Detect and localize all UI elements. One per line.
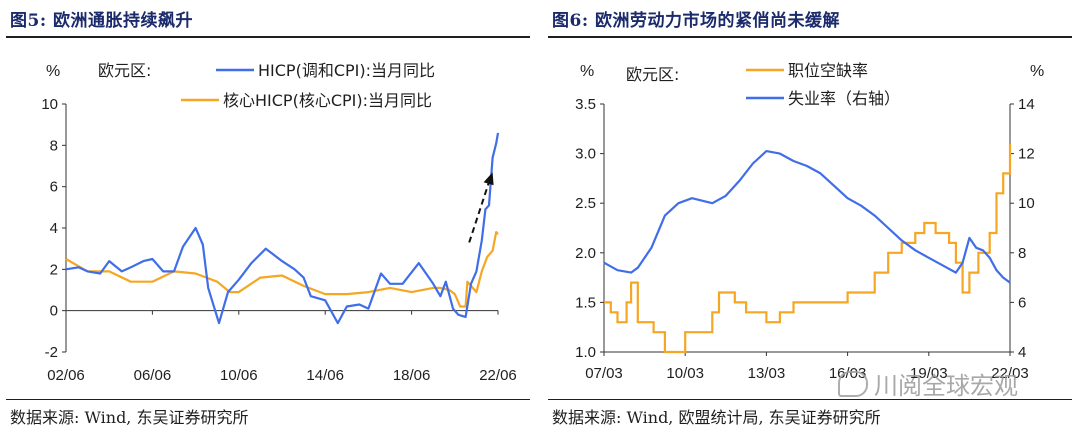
figure-5-chart: % 欧元区: HICP(调和CPI):当月同比 核心HICP(核心CPI):当月… (41, 61, 517, 384)
figure-6-line-vacancy-rate (604, 143, 1012, 354)
figure-5-y-tick-label: -2 (45, 344, 58, 361)
figure-5-y-tick-label: 0 (50, 303, 58, 320)
figure-5-x-tick-label: 10/06 (220, 367, 258, 384)
figure-6-line-unemployment-rate (603, 149, 1011, 284)
figure-5-line-hicp (65, 132, 500, 325)
figure-5-arrow-head (483, 172, 494, 186)
figure-6-x-tick-label: 22/03 (991, 365, 1029, 382)
figure-5-y-tick-label: 2 (50, 261, 58, 278)
figure-5-dashed-arrow (468, 179, 491, 243)
figure-6-x-tick-label: 07/03 (585, 365, 623, 382)
figure-6-y-right-tick-label: 12 (1018, 146, 1035, 163)
figure-5-source: 数据来源: Wind, 东吴证券研究所 (10, 408, 249, 427)
figure-5-line-core-hicp (65, 231, 499, 308)
figure-6-bottom-rule (548, 399, 1072, 400)
figure-5-x-tick-label: 02/06 (47, 367, 85, 384)
figure-6-legend-vacancy: 职位空缺率 (788, 61, 868, 80)
figure-6-y-left-tick-label: 2.5 (575, 195, 596, 212)
figure-6-region-label: 欧元区: (626, 65, 679, 84)
figure-5-y-unit: % (46, 63, 60, 80)
figure-5-x-tick-label: 22/06 (479, 367, 517, 384)
figure-6-x-tick-label: 19/03 (910, 365, 948, 382)
figure-6-chart: % % 欧元区: 职位空缺率 失业率（右轴） 1.0 1.5 2.0 2.5 3.0 3.… (575, 61, 1044, 382)
figure-6-y-left-tick-label: 2.0 (575, 245, 596, 262)
figure-5-panel: 图5: 欧洲通胀持续飙升 % 欧元区: HICP(调和CPI):当月同比 核心H… (6, 0, 534, 440)
figure-5-legend-core: 核心HICP(核心CPI):当月同比 (223, 91, 432, 110)
figure-6-x-tick-label: 13/03 (748, 365, 786, 382)
figure-5-x-tick-label: 14/06 (306, 367, 344, 384)
figure-6-y-right-tick-label: 10 (1018, 195, 1035, 212)
figure-6-x-tick-label: 10/03 (666, 365, 704, 382)
figure-6-top-rule (548, 36, 1072, 38)
figure-5-top-rule (6, 36, 530, 38)
figure-5-x-tick-label: 18/06 (393, 367, 431, 384)
figure-5-y-tick-label: 10 (41, 96, 58, 113)
figure-5-bottom-rule (6, 399, 530, 400)
figure-5-y-tick-label: 4 (50, 220, 58, 237)
figure-6-y-unit-left: % (580, 63, 594, 80)
figure-6-legend-unemployment: 失业率（右轴） (788, 89, 900, 108)
figure-6-y-left-tick-label: 1.0 (575, 344, 596, 361)
figure-5-y-tick-label: 8 (50, 137, 58, 154)
figure-6-y-right-tick-label: 8 (1018, 245, 1026, 262)
figure-6-y-right-tick-label: 6 (1018, 294, 1026, 311)
figure-6-y-left-tick-label: 3.0 (575, 146, 596, 163)
figure-5-region-label: 欧元区: (98, 61, 151, 80)
figure-5-x-tick-label: 06/06 (134, 367, 172, 384)
watermark: 川阅全球宏观 (838, 366, 1018, 401)
figure-6-y-right-tick-label: 14 (1018, 96, 1035, 113)
figure-6-y-right-tick-label: 4 (1018, 344, 1026, 361)
figure-6-y-left-tick-label: 1.5 (575, 294, 596, 311)
figure-6-y-left-tick-label: 3.5 (575, 96, 596, 113)
figure-6-y-unit-right: % (1030, 63, 1044, 80)
wechat-bubble-icon (838, 370, 868, 397)
figure-6-panel: 图6: 欧洲劳动力市场的紧俏尚未缓解 % % 欧元区: 职位空缺率 失业率（右轴… (548, 0, 1076, 440)
figure-5-legend-hicp: HICP(调和CPI):当月同比 (258, 61, 435, 80)
figure-6-title: 图6: 欧洲劳动力市场的紧俏尚未缓解 (552, 11, 841, 31)
figure-5-title: 图5: 欧洲通胀持续飙升 (10, 11, 194, 31)
watermark-text: 川阅全球宏观 (874, 372, 1018, 400)
figure-6-source: 数据来源: Wind, 欧盟统计局, 东吴证券研究所 (552, 408, 881, 427)
figure-5-y-tick-label: 6 (50, 179, 58, 196)
